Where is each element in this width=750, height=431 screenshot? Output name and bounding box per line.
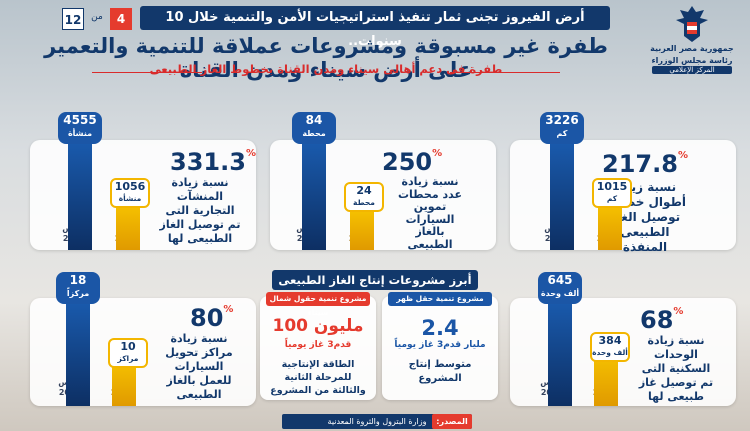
pct-value: 250% <box>382 148 443 176</box>
project-value: 100 مليون <box>272 316 364 336</box>
bar-after-commercial <box>68 130 92 250</box>
card-description: نسبة زيادة عدد محطات تموين السيارات بالغاز ال… <box>398 175 462 251</box>
page-of-label: من <box>91 12 103 22</box>
bar-after-stations <box>302 130 326 250</box>
pct-value: 217.8% <box>602 150 688 178</box>
project-description: الطاقة الإنتاجية للمرحلة الثانية والثالثة … <box>270 359 366 396</box>
bar-after-residential <box>548 290 572 406</box>
pct-value: 80% <box>190 304 234 332</box>
project-unit: قدم3 غاز يومياً <box>284 340 352 350</box>
project-unit: مليار قدم3 غاز يومياً <box>394 340 486 350</box>
header-banner: أرض الفيروز تجنى ثمار تنفيذ استراتيجيات … <box>140 6 610 49</box>
project-tag: مشروع تنمية حقل ظهر <box>388 292 492 306</box>
subtitle-divider-right <box>450 72 560 73</box>
before-value-badge: 384 ألف وحدة <box>590 332 630 362</box>
bar-after-pipeline <box>550 130 574 250</box>
bar-before <box>598 202 622 250</box>
pct-value: 68% <box>640 306 684 334</box>
project-tag: مشروع تنمية حقول شمال سيناء <box>266 292 370 317</box>
pct-value: 331.3% <box>170 148 256 176</box>
bar-before <box>350 208 374 250</box>
page-total: 12 <box>62 8 84 30</box>
after-value-badge: 18 مركزاً <box>56 272 100 304</box>
project-description: متوسط إنتاج المشروع <box>408 359 472 384</box>
logo-line-1: جمهورية مصر العربية <box>650 44 734 53</box>
before-value-badge: 1056 منشأة <box>110 178 150 208</box>
project-value: 2.4 <box>421 316 459 340</box>
before-value-badge: 10 مراكز <box>108 338 148 368</box>
card-description: نسبة زيادة المنشآت التجارية التى تم توصيل ا… <box>159 176 241 245</box>
page-current: 4 <box>110 8 132 30</box>
projects-section-title: أبرز مشروعات إنتاج الغاز الطبيعى <box>272 270 478 290</box>
page-counter: 4 من 12 <box>62 8 134 30</box>
card-description: نسبة زيادة مراكز تحويل السيارات للعمل بالغا… <box>165 332 233 401</box>
cabinet-logo: جمهورية مصر العربية رئاسة مجلس الوزراء ا… <box>644 4 740 76</box>
logo-line-2: رئاسة مجلس الوزراء <box>651 56 733 65</box>
card-description: نسبة زيادة الوحدات السكنية التى تم توصيل غا… <box>638 334 714 403</box>
project-card-zohr: مشروع تنمية حقل ظهر 2.4 مليار قدم3 غاز ي… <box>382 292 498 400</box>
footer-source: وزارة البترول والثروة المعدنية <box>282 414 472 429</box>
before-value-badge: 24 محطة <box>344 182 384 212</box>
after-value-badge: 645 ألف وحدة <box>538 272 582 304</box>
before-value-badge: 1015 كم <box>592 178 632 208</box>
page-title: طفرة غير مسبوقة ومشروعات عملاقة للتنمية … <box>44 34 608 82</box>
subtitle-divider-left <box>92 72 202 73</box>
page-subtitle: طفرة فى دعم أهالى سيناء ومدن القناة بخطو… <box>149 62 503 76</box>
after-value-badge: 3226 كم <box>540 112 584 144</box>
after-value-badge: 84 محطة <box>292 112 336 144</box>
eagle-emblem-icon <box>676 6 708 42</box>
after-value-badge: 4555 منشأة <box>58 112 102 144</box>
bar-after-centers <box>66 290 90 406</box>
project-card-north-sinai: مشروع تنمية حقول شمال سيناء 100 مليون قد… <box>260 292 376 400</box>
footer-source-label: المصدر: <box>432 414 472 429</box>
logo-line-3: المركز الإعلامي <box>652 66 732 74</box>
bar-before <box>116 202 140 250</box>
